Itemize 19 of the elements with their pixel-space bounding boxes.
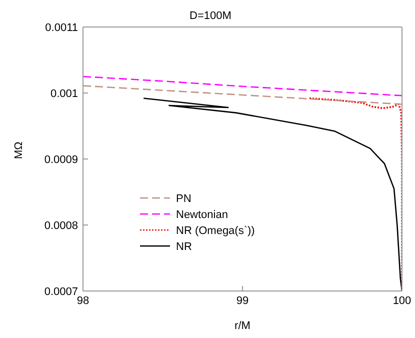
line-series xyxy=(308,97,402,291)
line-series xyxy=(83,85,402,105)
chart-title: D=100M xyxy=(188,10,232,22)
line-series xyxy=(142,98,402,291)
y-tick-label: 0.0008 xyxy=(44,220,78,232)
y-tick-label: 0.0011 xyxy=(45,22,78,34)
y-axis-title: MΩ xyxy=(12,142,25,159)
y-tick-label: 0.001 xyxy=(50,88,78,100)
line-series xyxy=(83,76,402,96)
x-axis-title: r/M xyxy=(234,320,250,332)
legend-label: NR xyxy=(176,241,192,253)
y-tick-label: 0.0009 xyxy=(44,154,78,166)
x-tick-label: 99 xyxy=(236,294,249,307)
y-tick-label: 0.0007 xyxy=(44,286,78,298)
legend-label: NR (Omega(s`)) xyxy=(176,225,255,237)
x-tick-label: 100 xyxy=(392,294,412,307)
x-tick-label: 98 xyxy=(76,294,90,307)
legend-label: Newtonian xyxy=(176,209,228,221)
legend-label: PN xyxy=(176,193,192,205)
